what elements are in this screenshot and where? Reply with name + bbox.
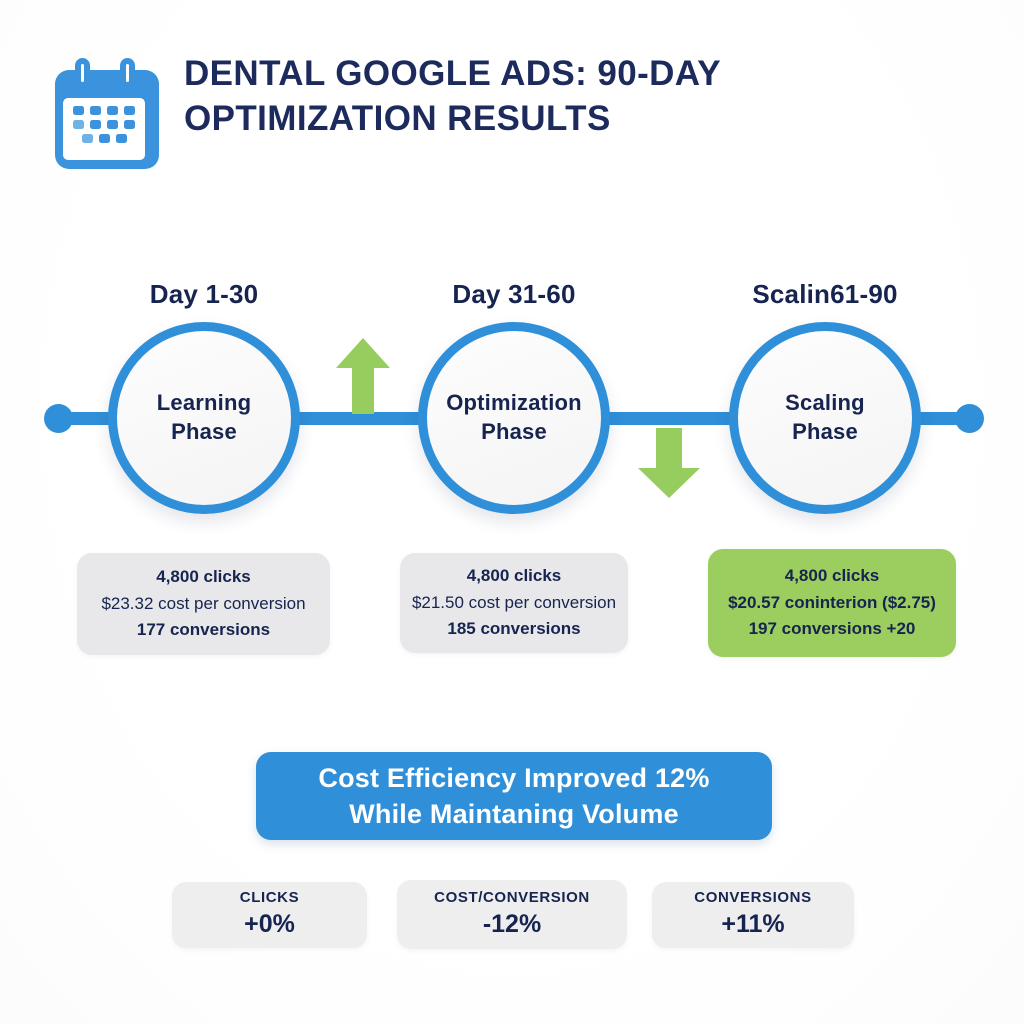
stat-cost-per-conversion: $20.57 coninterion ($2.75) <box>728 592 936 612</box>
metric-value: +11% <box>721 910 785 939</box>
stat-clicks: 4,800 clicks <box>156 567 251 587</box>
calendar-dot <box>90 120 101 129</box>
calendar-dot <box>81 134 93 143</box>
phase-label-3: Scalin61-90 <box>752 279 898 309</box>
metric-label: CLICKS <box>239 889 300 907</box>
timeline-track-segment <box>68 412 218 425</box>
phase-circle-text: Scaling Phase <box>773 389 877 446</box>
calendar-dot <box>124 120 135 129</box>
banner-line-2: While Maintaning Volume <box>349 799 679 829</box>
calendar-dot <box>73 120 84 129</box>
phase-circle-line2: Phase <box>171 419 237 444</box>
phase-circle-text: Optimization Phase <box>434 389 594 446</box>
calendar-dot <box>107 106 118 115</box>
calendar-dot <box>90 106 101 115</box>
stat-clicks: 4,800 clicks <box>466 566 562 586</box>
timeline-track-segment <box>880 412 970 425</box>
header: DENTAL GOOGLE ADS: 90-DAY OPTIMIZATION R… <box>52 52 864 170</box>
metric-label: COST/CONVERSION <box>434 888 590 906</box>
stat-card-phase-1: 4,800 clicks $23.32 cost per conversion … <box>77 553 330 655</box>
calendar-page <box>63 98 145 160</box>
stat-cost-per-conversion: $21.50 cost per conversion <box>411 592 617 612</box>
calendar-dot <box>124 106 135 115</box>
page-title: DENTAL GOOGLE ADS: 90-DAY OPTIMIZATION R… <box>184 54 721 138</box>
calendar-dot <box>107 120 118 129</box>
calendar-dot <box>73 106 84 115</box>
phase-label-1: Day 1-30 <box>149 279 259 309</box>
metric-label: CONVERSIONS <box>694 889 812 907</box>
timeline-endpoint-left <box>44 404 73 433</box>
metric-value: +0% <box>244 910 295 939</box>
phase-circle-text: Learning Phase <box>145 389 264 446</box>
phase-circle-line1: Learning <box>156 390 252 416</box>
stat-card-phase-3: 4,800 clicks $20.57 coninterion ($2.75) … <box>708 549 956 657</box>
stat-conversions: 197 conversions +20 <box>748 619 916 639</box>
summary-banner: Cost Efficiency Improved 12% While Maint… <box>256 752 772 840</box>
arrow-down-icon <box>638 428 700 498</box>
metric-chip-cost-per-conversion: COST/CONVERSION -12% <box>397 880 627 949</box>
stat-conversions: 177 conversions <box>136 620 271 640</box>
phase-circle-line2: Phase <box>792 419 858 444</box>
calendar-dot-row <box>63 134 145 143</box>
calendar-icon <box>52 58 162 170</box>
timeline-track-segment <box>280 412 520 425</box>
phase-circle-scaling[interactable]: Scaling Phase <box>729 322 921 514</box>
calendar-ring-right <box>120 58 135 88</box>
stat-cost-per-conversion: $23.32 cost per conversion <box>101 593 306 613</box>
stat-conversions: 185 conversions <box>447 619 581 639</box>
phase-circle-optimization[interactable]: Optimization Phase <box>418 322 610 514</box>
arrow-up-icon <box>336 338 390 414</box>
phase-circle-line1: Optimization <box>446 390 582 416</box>
stat-clicks: 4,800 clicks <box>784 566 880 586</box>
phase-circle-learning[interactable]: Learning Phase <box>108 322 300 514</box>
calendar-dot-row <box>63 120 145 129</box>
metric-chip-conversions: CONVERSIONS +11% <box>652 882 854 948</box>
calendar-ring-left <box>75 58 90 88</box>
banner-line-1: Cost Efficiency Improved 12% <box>318 762 710 793</box>
stat-card-phase-2: 4,800 clicks $21.50 cost per conversion … <box>400 553 628 653</box>
phase-label-2: Day 31-60 <box>452 279 576 309</box>
timeline-endpoint-right <box>955 404 984 433</box>
calendar-dot <box>115 134 127 143</box>
calendar-dot-row <box>63 106 145 115</box>
metric-chip-clicks: CLICKS +0% <box>172 882 367 948</box>
calendar-dot <box>98 134 110 143</box>
timeline-track-segment <box>590 412 820 425</box>
phase-circle-line1: Scaling <box>785 390 865 416</box>
phase-circle-line2: Phase <box>481 419 547 444</box>
metric-value: -12% <box>482 909 542 938</box>
